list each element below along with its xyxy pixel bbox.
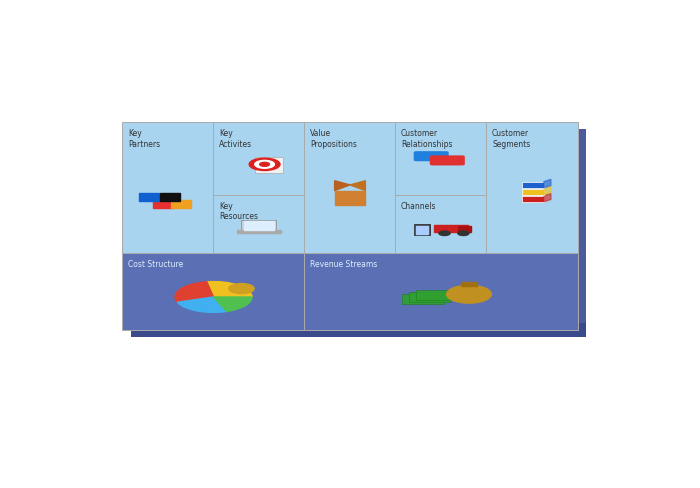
Text: Uranium Energy Corp. (UEC): Uranium Energy Corp. (UEC) [112, 34, 588, 66]
Polygon shape [350, 181, 365, 190]
Text: Channels: Channels [401, 202, 437, 211]
FancyBboxPatch shape [414, 151, 449, 161]
Polygon shape [544, 179, 551, 188]
Bar [522, 182, 544, 188]
Bar [522, 196, 544, 202]
Circle shape [255, 161, 274, 168]
Bar [335, 190, 365, 204]
Bar [139, 193, 159, 201]
Bar [434, 224, 468, 232]
Bar [244, 222, 274, 230]
Bar [410, 292, 452, 302]
Text: Customer
Segments: Customer Segments [492, 129, 531, 149]
Circle shape [458, 231, 469, 236]
Polygon shape [544, 193, 551, 202]
Bar [402, 294, 444, 304]
Bar [522, 188, 544, 195]
Circle shape [439, 231, 450, 236]
Circle shape [249, 158, 280, 170]
Circle shape [260, 163, 270, 166]
Text: Cost Structure: Cost Structure [128, 260, 183, 269]
Text: Customer
Relationships: Customer Relationships [401, 129, 453, 149]
Bar [171, 200, 190, 207]
FancyBboxPatch shape [131, 129, 586, 337]
Wedge shape [206, 282, 252, 297]
Polygon shape [544, 186, 551, 195]
Wedge shape [214, 297, 252, 311]
Text: Value
Propositions: Value Propositions [310, 129, 357, 149]
Wedge shape [177, 297, 227, 312]
Bar [458, 226, 471, 232]
Wedge shape [175, 282, 214, 302]
FancyBboxPatch shape [131, 323, 586, 337]
Text: Business Model Canvas: Business Model Canvas [76, 413, 624, 455]
FancyBboxPatch shape [122, 122, 577, 253]
Bar [237, 230, 281, 233]
Circle shape [447, 285, 491, 303]
Bar [160, 193, 180, 201]
Text: Key
Partners: Key Partners [128, 129, 160, 149]
Text: Key
Resources: Key Resources [219, 202, 258, 222]
Bar [461, 283, 477, 286]
Polygon shape [335, 181, 350, 190]
Text: Key
Activites: Key Activites [219, 129, 252, 149]
Text: Revenue Streams: Revenue Streams [310, 260, 377, 269]
FancyBboxPatch shape [122, 253, 577, 330]
Bar [241, 221, 276, 231]
Bar [416, 226, 428, 234]
FancyBboxPatch shape [430, 155, 465, 165]
Bar [416, 290, 459, 300]
Bar [256, 157, 284, 173]
Bar [153, 200, 174, 207]
Bar [414, 224, 430, 235]
Circle shape [229, 284, 254, 294]
